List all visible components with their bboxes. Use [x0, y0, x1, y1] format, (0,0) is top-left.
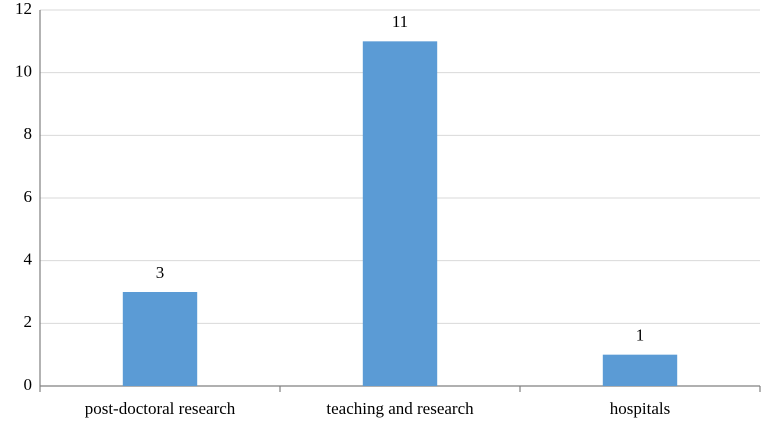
y-tick-label: 10 [15, 62, 32, 81]
y-tick-label: 6 [24, 187, 33, 206]
bar [122, 292, 198, 386]
y-tick-label: 4 [24, 250, 33, 269]
y-tick-label: 0 [24, 375, 33, 394]
data-label: 1 [636, 326, 645, 345]
bar [602, 354, 678, 386]
y-tick-label: 12 [15, 0, 32, 18]
y-tick-label: 8 [24, 124, 33, 143]
x-tick-label: teaching and research [326, 399, 474, 418]
data-label: 11 [392, 12, 408, 31]
data-label: 3 [156, 263, 165, 282]
bar [362, 41, 438, 386]
x-tick-label: hospitals [610, 399, 670, 418]
x-tick-label: post-doctoral research [85, 399, 236, 418]
y-tick-label: 2 [24, 312, 33, 331]
